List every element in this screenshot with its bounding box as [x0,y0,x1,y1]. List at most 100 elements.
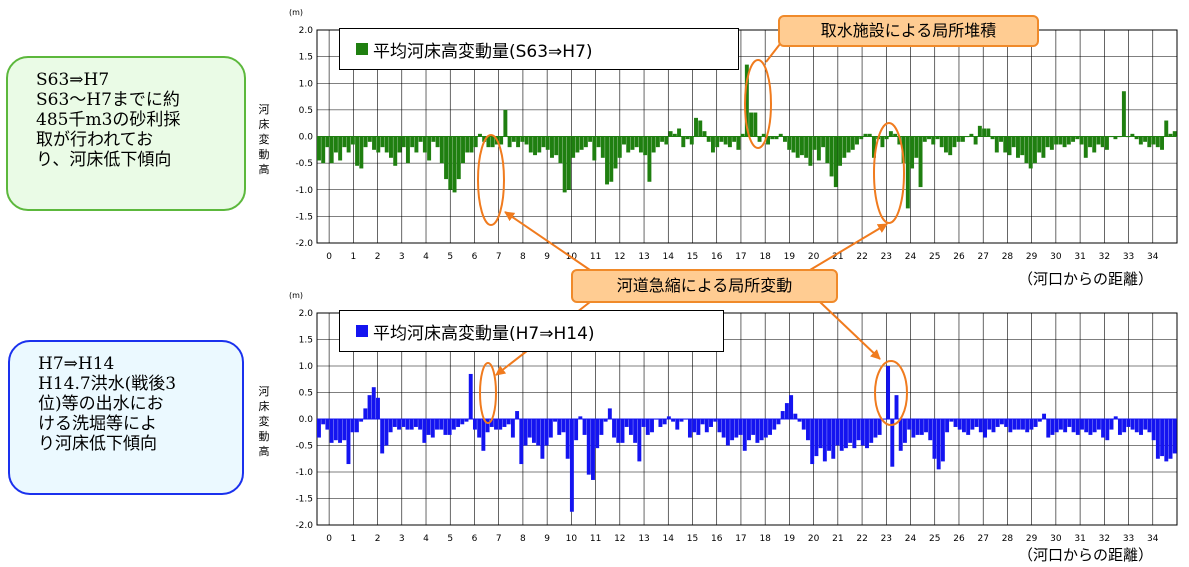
bar [1121,91,1126,137]
y-axis-label-top: 河 床 変 動 高 [257,102,271,177]
bar [317,136,321,161]
bar [1032,136,1037,164]
bar [914,136,919,158]
bar [940,419,945,462]
x-tick-label: 8 [520,534,526,544]
bar [677,128,682,137]
bar [380,419,385,454]
bar [1037,419,1042,422]
legend-bottom: 平均河床高変動量(H7⇒H14) [339,310,724,352]
bar [706,136,711,142]
x-tick-label: 7 [496,252,502,262]
bar [376,397,380,419]
bar [753,112,758,137]
bar [1050,419,1055,435]
x-tick-label: 18 [759,252,771,262]
bar [827,419,832,451]
bar [742,419,747,451]
bar [591,419,595,480]
bar [494,419,498,430]
bar [498,419,503,430]
bar [511,136,516,142]
bar [999,419,1004,425]
bar [778,133,783,137]
x-tick-label: 11 [590,534,601,544]
x-tick-label: 24 [905,534,917,544]
x-tick-label: 33 [1123,534,1134,544]
x-tick-label: 20 [808,534,820,544]
bar [329,419,334,443]
unit-label-top: (m) [289,8,304,17]
bar [461,136,465,164]
bar [672,133,677,137]
bar [1075,136,1080,140]
bar [655,136,660,148]
bar [795,136,800,158]
x-tick-label: 13 [638,252,649,262]
bar [1088,419,1093,435]
bar [839,419,844,451]
bar [645,419,650,435]
bar [545,136,550,150]
y-tick-label: 1.0 [299,362,314,372]
bar [922,136,927,142]
bar [630,136,635,150]
bar [574,419,579,441]
bar [1042,413,1047,419]
bar [804,136,809,158]
bar [613,136,618,169]
bar [439,136,444,164]
bar [401,419,406,427]
bar [516,136,521,148]
bar [1139,419,1143,435]
bar [806,419,810,441]
x-tick-label: 23 [881,534,892,544]
x-tick-label: 21 [832,534,843,544]
bar [1151,136,1156,145]
bar [1172,419,1177,454]
bar [586,419,591,475]
x-tick-label: 2 [375,534,381,544]
bar [439,419,444,430]
bar [634,136,639,148]
bar [633,419,638,443]
bar [1003,136,1008,153]
bar [897,136,902,145]
x-tick-label: 30 [1050,534,1062,544]
bar [890,419,895,467]
highlight-ellipse [477,134,505,226]
bar [468,373,473,419]
bar [907,419,912,430]
y-axis-label-bottom: 河 床 変 動 高 [257,384,271,459]
x-tick-label: 0 [326,534,332,544]
bar [902,419,907,443]
bar [1016,419,1021,430]
x-tick-label: 23 [881,252,892,262]
y-tick-label: 0.0 [299,133,314,143]
bar [919,419,924,435]
y-tick-label: 0.5 [299,106,313,116]
bar [519,419,524,465]
x-tick-label: 34 [1147,252,1159,262]
x-tick-label: 3 [399,252,405,262]
y-axis-char: 動 [258,148,270,161]
bar [797,419,802,422]
bar [413,419,418,427]
bar [557,419,562,435]
bar [983,419,987,438]
bar [1066,136,1071,145]
note-line: 485千m3の砂利採 [36,110,181,130]
x-tick-label: 5 [447,534,453,544]
bar [1071,419,1076,433]
bar [409,419,414,430]
bar [1054,419,1059,433]
bar [1058,136,1063,145]
note-s63-h7: S63⇒H7 S63～H7までに約 485千m3の砂利採 取が行われてお り、河… [6,56,246,211]
bar [1160,136,1164,150]
bar [799,136,804,156]
y-axis-char: 高 [258,163,270,176]
bar [329,136,334,164]
bar [528,136,533,153]
legend-label: 平均河床高変動量(S63⇒H7) [373,41,593,62]
bar [558,136,563,164]
